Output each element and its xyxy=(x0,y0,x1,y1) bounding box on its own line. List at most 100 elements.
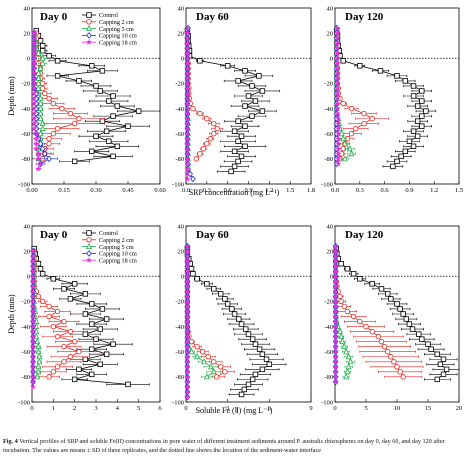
plot-frame xyxy=(185,225,312,403)
data-point xyxy=(332,308,339,315)
data-point xyxy=(235,138,241,144)
y-tick-label: -20 xyxy=(21,299,30,306)
data-point xyxy=(414,133,421,139)
data-point xyxy=(194,353,201,360)
data-point xyxy=(242,103,248,109)
data-point xyxy=(184,363,191,370)
x-tick-label: 1.5 xyxy=(455,187,463,194)
data-point xyxy=(403,316,409,322)
data-point xyxy=(30,64,38,72)
data-point xyxy=(377,68,384,74)
data-point xyxy=(231,128,238,134)
data-point xyxy=(184,267,191,274)
data-point xyxy=(30,70,38,77)
data-point xyxy=(89,148,95,155)
x-tick-label: 0.6 xyxy=(381,187,390,194)
legend-label: Capping 10 cm xyxy=(99,33,137,40)
data-point xyxy=(332,363,339,370)
data-point xyxy=(42,90,48,97)
legend-label: Capping 5 cm xyxy=(99,26,134,33)
x-tick-label: 6 xyxy=(158,405,162,412)
data-point xyxy=(228,168,234,175)
data-point xyxy=(97,326,103,332)
data-point xyxy=(397,369,403,375)
data-point xyxy=(30,75,38,82)
data-point xyxy=(89,63,95,69)
data-point xyxy=(29,348,37,355)
data-point xyxy=(184,44,191,51)
data-point xyxy=(335,115,342,122)
data-point xyxy=(350,271,357,277)
data-point xyxy=(114,103,121,109)
data-point xyxy=(184,378,191,385)
data-point xyxy=(236,316,242,322)
data-point xyxy=(29,358,37,365)
x-tick-label: 0.9 xyxy=(244,187,252,194)
data-point xyxy=(184,288,191,295)
data-point xyxy=(71,376,78,383)
data-point xyxy=(36,358,43,365)
data-point xyxy=(214,125,220,132)
y-tick-label: 20 xyxy=(178,248,185,255)
data-point xyxy=(213,374,220,380)
data-point xyxy=(184,333,191,340)
data-point xyxy=(350,313,357,320)
data-point xyxy=(332,358,339,365)
y-tick-label: -20 xyxy=(324,299,333,306)
data-point xyxy=(332,348,339,355)
x-tick-label: 3 xyxy=(94,405,97,412)
data-point xyxy=(184,90,191,97)
data-point xyxy=(37,109,44,116)
data-point xyxy=(338,261,344,267)
data-point xyxy=(345,363,352,370)
data-point xyxy=(440,356,447,362)
data-point xyxy=(114,143,121,149)
data-point xyxy=(29,343,37,350)
data-point xyxy=(54,125,61,132)
data-point xyxy=(37,266,44,272)
data-point xyxy=(30,90,38,97)
y-tick-label: -100 xyxy=(172,399,184,406)
data-point xyxy=(332,338,339,345)
data-point xyxy=(335,160,342,167)
data-point xyxy=(184,80,191,87)
y-tick-label: 20 xyxy=(327,248,334,255)
data-point xyxy=(334,49,341,56)
data-point xyxy=(334,75,341,82)
data-point xyxy=(369,115,375,122)
data-point xyxy=(249,376,256,383)
data-point xyxy=(37,114,44,122)
y-tick-label: -20 xyxy=(21,81,30,88)
data-point xyxy=(235,78,241,84)
data-point xyxy=(184,49,191,56)
data-point xyxy=(184,338,191,345)
data-point xyxy=(29,363,37,370)
data-point xyxy=(388,296,394,302)
data-point xyxy=(335,135,342,142)
data-point xyxy=(184,293,191,300)
data-point xyxy=(184,160,191,167)
data-point xyxy=(29,247,37,254)
data-point xyxy=(409,326,416,332)
legend-marker xyxy=(86,237,92,243)
y-tick-label: -20 xyxy=(175,81,184,88)
x-axis-label-srp: SRP concentration (mg L⁻¹) xyxy=(189,188,280,197)
data-point xyxy=(256,346,263,352)
data-point xyxy=(29,368,37,375)
data-point xyxy=(337,327,343,335)
data-point xyxy=(344,266,351,272)
data-point xyxy=(184,150,191,157)
data-point xyxy=(67,328,74,335)
data-point xyxy=(184,318,191,325)
data-point xyxy=(30,105,38,112)
legend-marker xyxy=(86,32,92,39)
data-point xyxy=(29,338,37,345)
data-point xyxy=(394,364,400,370)
data-point xyxy=(54,73,61,79)
data-point xyxy=(184,252,191,259)
x-tick-label: 10 xyxy=(394,405,401,412)
x-tick-label: 0.6 xyxy=(224,187,233,194)
data-point xyxy=(46,95,52,102)
y-axis-label: Depth (mm) xyxy=(7,294,16,334)
data-point xyxy=(334,85,341,92)
